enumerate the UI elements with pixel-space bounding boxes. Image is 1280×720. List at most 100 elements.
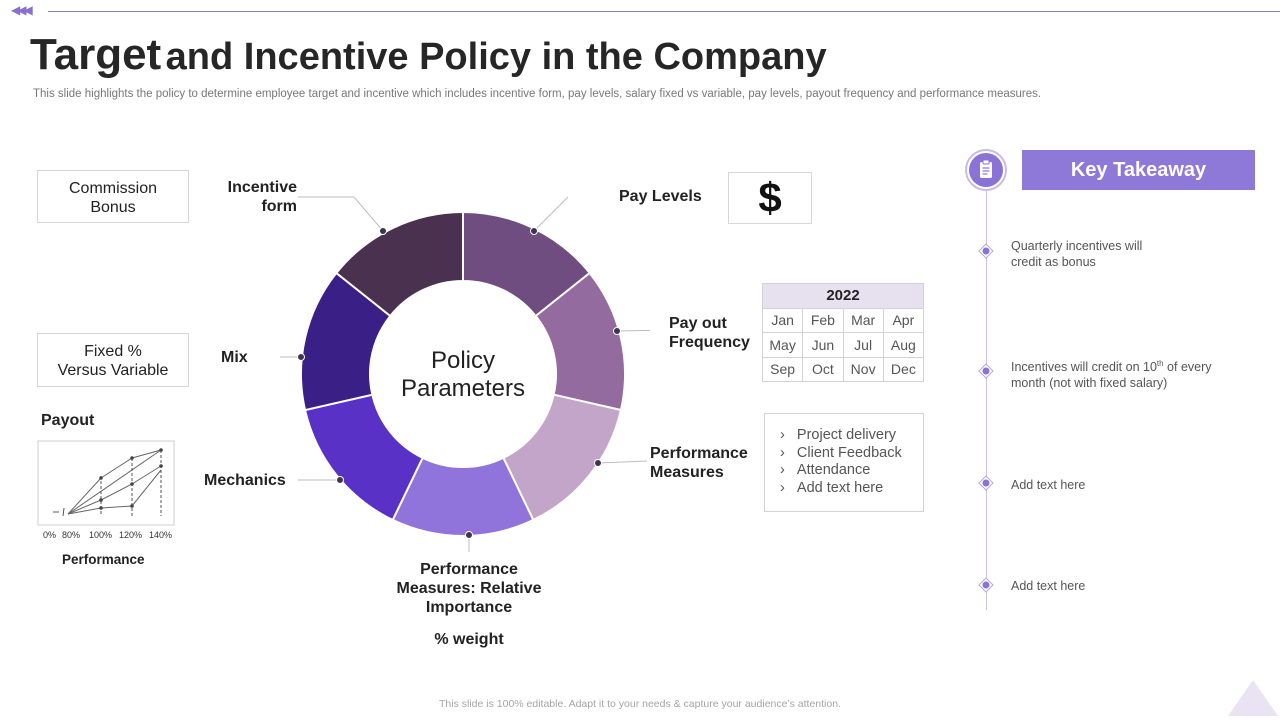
calendar-month: Oct [802, 356, 844, 382]
calendar-2022: 2022 Jan Feb Mar Apr May Jun Jul Aug Sep… [761, 283, 925, 382]
clipboard-icon [969, 153, 1003, 187]
page-subtitle: This slide highlights the policy to dete… [33, 88, 1042, 100]
calendar-row: Jan Feb Mar Apr [761, 307, 925, 333]
payout-point [159, 448, 163, 452]
donut-center-line2: Parameters [401, 375, 525, 402]
payout-point [159, 464, 163, 468]
leader-line [616, 329, 650, 332]
payout-chart-frame [37, 440, 175, 526]
footer-note: This slide is 100% editable. Adapt it to… [439, 698, 841, 710]
list-item: › Attendance [780, 462, 871, 478]
takeaway-item-1: Quarterly incentives will credit as bonu… [1011, 238, 1251, 270]
calendar-year: 2022 [762, 283, 924, 309]
perf-line1: Performance [650, 445, 748, 462]
leader-dot [613, 327, 621, 335]
leader-dot [594, 459, 602, 467]
label-pay-levels: Pay Levels [619, 188, 702, 205]
takeaway-bullet-icon [978, 577, 994, 593]
back-arrows-icon: ◀◀◀ [11, 3, 33, 17]
payout-tick-0: 0% [43, 530, 56, 540]
label-weight: % weight [434, 631, 504, 648]
item2-post: of every [1163, 360, 1212, 375]
leader-line [597, 460, 648, 464]
incentive-line2: form [261, 198, 297, 215]
payout-line-a [67, 449, 162, 515]
payout-line-b [67, 449, 162, 515]
takeaway-item-2: Incentives will credit on 10th of every … [1011, 356, 1251, 391]
payout-line-d [67, 469, 162, 515]
payout-point [99, 498, 103, 502]
donut-center-line1: Policy [431, 347, 495, 374]
commission-line2: Bonus [90, 199, 136, 216]
performance-measures-list: › Project delivery › Client Feedback › A… [764, 413, 924, 512]
takeaway-item-1-line2: credit as bonus [1011, 255, 1096, 269]
commission-bonus-box: Commission Bonus [37, 170, 189, 223]
payout-tick-2: 100% [89, 530, 112, 540]
perf-line2: Measures [650, 464, 724, 481]
calendar-month: Jan [761, 307, 804, 333]
payout-mini-chart: 0% 80% 100% 120% 140% [37, 440, 175, 540]
list-item-text: Client Feedback [796, 444, 902, 461]
payout-line1: Pay out [669, 315, 727, 332]
label-payout-frequency: Pay out Frequency [669, 314, 750, 352]
payout-xlabel: Performance [62, 552, 145, 567]
key-takeaway-header: Key Takeaway [1022, 150, 1255, 190]
label-performance-measures: Performance Measures [650, 444, 748, 482]
list-item-text: Attendance [796, 462, 871, 478]
leader-dot [530, 227, 538, 235]
takeaway-item-3: Add text here [1011, 478, 1086, 492]
list-item: › Client Feedback [780, 444, 902, 461]
payout-tick-3: 120% [119, 530, 142, 540]
payout-point [99, 506, 103, 510]
calendar-month: May [761, 332, 804, 358]
commission-line1: Commission [68, 180, 157, 197]
list-item: › Add text here [780, 479, 884, 496]
payout-line2: Frequency [669, 334, 750, 351]
calendar-month: Feb [802, 307, 844, 333]
calendar-row: May Jun Jul Aug [761, 332, 925, 358]
fixed-line2: Versus Variable [57, 362, 169, 379]
leader-dot [336, 476, 344, 484]
corner-triangle-icon [1228, 680, 1278, 716]
page-title: Target and Incentive Policy in the Compa… [30, 30, 827, 80]
calendar-month: Jul [842, 332, 884, 358]
label-mechanics: Mechanics [204, 472, 286, 489]
fixed-variable-box: Fixed % Versus Variable [37, 333, 189, 387]
title-rest: and Incentive Policy in the Company [165, 36, 827, 78]
calendar-month: Apr [882, 307, 925, 333]
title-first-word: Target [30, 30, 162, 79]
calendar-row: Sep Oct Nov Dec [761, 356, 925, 382]
payout-point [99, 476, 103, 480]
list-item: › Project delivery [780, 427, 897, 443]
rel-line3: Importance [425, 599, 513, 616]
item2-sup: th [1156, 359, 1164, 368]
calendar-month: Nov [842, 356, 884, 382]
takeaway-item-2-line2: month (not with fixed salary) [1011, 376, 1168, 391]
rel-line1: Performance [420, 561, 518, 578]
leader-line [533, 196, 569, 232]
dollar-icon: $ [758, 174, 782, 221]
takeaway-timeline [986, 178, 987, 610]
payout-title: Payout [41, 412, 95, 429]
label-incentive-form: Incentive form [196, 178, 297, 216]
payout-tick-4: 140% [149, 530, 172, 540]
payout-point [130, 482, 134, 486]
label-mix: Mix [221, 349, 248, 366]
leader-dot [465, 531, 473, 539]
donut-segments [300, 210, 626, 537]
label-relative-importance: Performance Measures: Relative Importanc… [368, 560, 570, 617]
rel-line2: Measures: Relative [396, 580, 542, 597]
list-item-text: Project delivery [796, 427, 897, 443]
leader-dot [379, 227, 387, 235]
leader-dot [297, 353, 305, 361]
incentive-line1: Incentive [227, 179, 297, 196]
takeaway-item-4: Add text here [1011, 579, 1086, 593]
donut-segment [334, 210, 464, 318]
payout-point [130, 456, 134, 460]
payout-tick-1: 80% [62, 530, 80, 540]
header-rule [48, 11, 1280, 12]
item2-pre: Incentives will credit on 10 [1011, 360, 1157, 375]
calendar-month: Mar [842, 307, 884, 333]
takeaway-bullet-icon [978, 243, 994, 259]
calendar-month: Dec [882, 356, 925, 382]
